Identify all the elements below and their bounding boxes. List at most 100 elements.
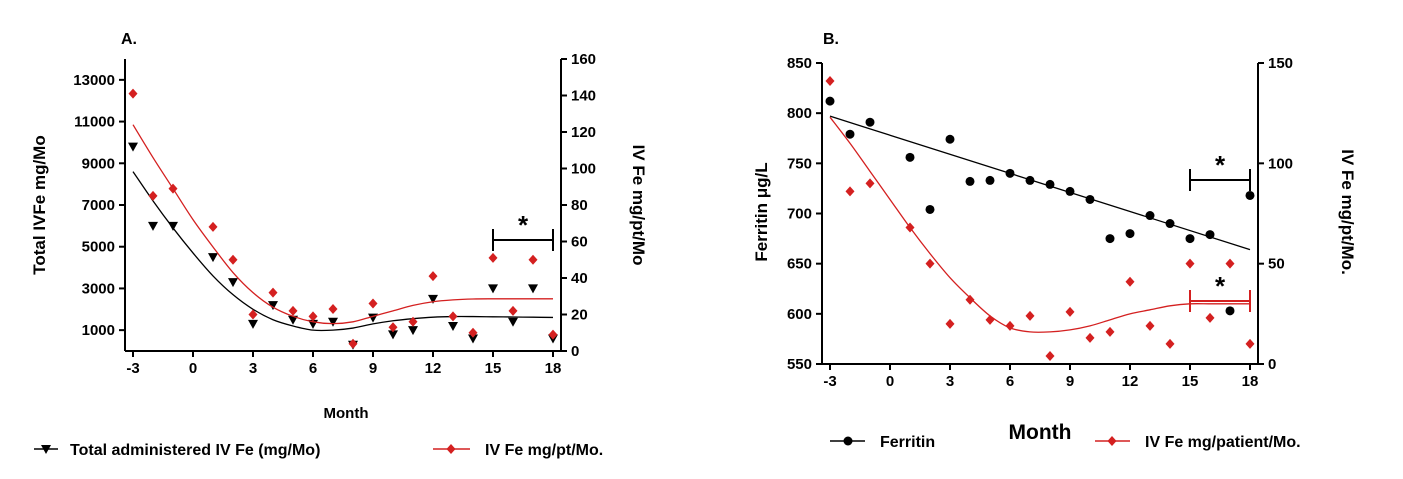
- panel-a-x-tick-label: 0: [189, 360, 197, 377]
- panel-b-series1-point: [1085, 332, 1095, 343]
- panel-b-x-tick-label: -3: [823, 373, 836, 390]
- panel-a-y-tick-label: 9000: [82, 155, 115, 172]
- panel-b-series1-point: [1145, 320, 1155, 331]
- panel-b-series0-point: [1105, 234, 1115, 244]
- panel-a-series0-point: [128, 142, 138, 152]
- panel-b-x-tick-label: 6: [1006, 373, 1014, 390]
- legend-marker-ferritin: [843, 436, 853, 446]
- panel-b-x-tick-label: 3: [946, 373, 954, 390]
- panel-b-series1-point: [1125, 276, 1135, 287]
- panel-a-x-tick-label: 12: [425, 360, 442, 377]
- panel-b-series1-point: [1185, 258, 1195, 269]
- panel-a-significance-star: *: [518, 210, 529, 240]
- panel-b-series0-point: [1025, 175, 1035, 185]
- panel-a-fit-line-1: [132, 124, 553, 325]
- panel-a-series1-point: [388, 322, 398, 333]
- panel-b-chart: B. Ferritin μg/L IV Fe mg/pt/Mo. Month -…: [752, 31, 1357, 444]
- panel-a-y2-tick-label: 60: [571, 234, 588, 251]
- panel-b-series0-point: [1165, 219, 1175, 229]
- panel-a-y2-tick-label: 160: [571, 51, 596, 68]
- panel-a-series0-point: [388, 330, 398, 340]
- panel-a-x-tick-label: 6: [309, 360, 317, 377]
- panel-a-series1-point: [288, 305, 298, 316]
- panel-b-y-tick-label: 850: [787, 55, 812, 72]
- panel-b-series1-point: [965, 294, 975, 305]
- panel-b-series0-point: [1225, 306, 1235, 316]
- panel-a-series1-point: [308, 311, 318, 322]
- panel-b-fit-line-1: [829, 116, 1250, 333]
- panel-b-series1-point: [1045, 350, 1055, 361]
- panel-b-series1-point: [945, 318, 955, 329]
- panel-a-x-tick-label: 15: [485, 360, 502, 377]
- panel-b-series1-point: [825, 76, 835, 87]
- panel-a-series0-point: [328, 317, 338, 327]
- panel-a-series0-point: [428, 294, 438, 304]
- panel-b-series1-point: [1165, 338, 1175, 349]
- panel-a-series0-point: [148, 221, 158, 231]
- panel-a-series1-point: [248, 309, 258, 320]
- panel-b-series0-point: [1185, 234, 1195, 244]
- panel-b-series0-point: [865, 117, 875, 127]
- panel-b-series0-point: [925, 204, 935, 214]
- panel-b-series1-point: [845, 186, 855, 197]
- panel-b-series0-point: [1205, 230, 1215, 240]
- panel-a-series1-point: [268, 287, 278, 298]
- panel-a-x-tick-label: 3: [249, 360, 257, 377]
- panel-a-series1-point: [488, 252, 498, 263]
- panel-b-series0-point: [825, 96, 835, 106]
- panel-b-series0-point: [1125, 229, 1135, 239]
- panel-a-y2-tick-label: 80: [571, 197, 588, 214]
- panel-a-series1-point: [428, 271, 438, 282]
- panel-b-series0-point: [845, 129, 855, 139]
- legend-label-iv-fe-per-pt: IV Fe mg/pt/Mo.: [485, 442, 603, 459]
- panel-a-y2-axis-title: IV Fe mg/pt/Mo: [629, 145, 648, 266]
- panel-a-series1-point: [368, 298, 378, 309]
- panel-a-series0-point: [408, 326, 418, 336]
- panel-a-series1-point: [148, 190, 158, 201]
- panel-a-y-tick-label: 3000: [82, 280, 115, 297]
- panel-b-series1-point: [1225, 258, 1235, 269]
- panel-b-label: B.: [823, 31, 839, 48]
- panel-a-x-tick-label: 18: [545, 360, 562, 377]
- panel-b-series1-point: [1025, 310, 1035, 321]
- panel-b-y-tick-label: 600: [787, 306, 812, 323]
- panel-b-x-tick-label: 12: [1122, 373, 1139, 390]
- legend-marker-iv-fe-per-pt: [446, 444, 456, 454]
- panel-b-series0-point: [1085, 194, 1095, 204]
- panel-b-series1-point: [925, 258, 935, 269]
- panel-b-series0-point: [905, 152, 915, 162]
- panel-a-series1-point: [548, 329, 558, 340]
- panel-a-series1-point: [528, 254, 538, 265]
- panel-b-x-tick-label: 9: [1066, 373, 1074, 390]
- panel-a-series1-point: [168, 183, 178, 194]
- panel-b-x-tick-label: 0: [886, 373, 894, 390]
- panel-b-ferritin-star: *: [1215, 150, 1226, 180]
- panel-a-series1-point: [508, 305, 518, 316]
- panel-a-series1-point: [448, 311, 458, 322]
- panel-b-x-axis-title: Month: [1009, 421, 1072, 444]
- panel-a-x-axis-title: Month: [324, 405, 369, 422]
- panel-a-y-tick-label: 11000: [74, 114, 115, 131]
- panel-b-y-tick-label: 700: [787, 206, 812, 223]
- panel-a-series0-point: [228, 278, 238, 288]
- panel-a-series1-point: [228, 254, 238, 265]
- panel-a-y-tick-label: 13000: [73, 72, 115, 89]
- panel-a-series1-point: [208, 221, 218, 232]
- panel-a-series1-point: [348, 338, 358, 349]
- panel-b-series0-point: [945, 134, 955, 144]
- panel-b-series0-point: [985, 175, 995, 185]
- panel-a-y2-tick-label: 120: [571, 124, 596, 141]
- panel-b-y2-tick-label: 0: [1268, 356, 1276, 373]
- panel-b-series1-point: [1005, 320, 1015, 331]
- panel-b-series0-point: [1065, 186, 1075, 196]
- panel-b-series1-point: [1245, 338, 1255, 349]
- panel-a-series0-point: [448, 321, 458, 331]
- panel-b-x-tick-label: 15: [1182, 373, 1199, 390]
- panel-a-series1-point: [328, 304, 338, 315]
- panel-b-series0-point: [965, 176, 975, 186]
- panel-a-series0-point: [208, 253, 218, 263]
- panel-a-series0-point: [488, 284, 498, 294]
- panel-b-series1-point: [1065, 306, 1075, 317]
- panel-b-series1-point: [865, 178, 875, 189]
- panel-b-y2-axis-title: IV Fe mg/pt/Mo.: [1338, 149, 1357, 275]
